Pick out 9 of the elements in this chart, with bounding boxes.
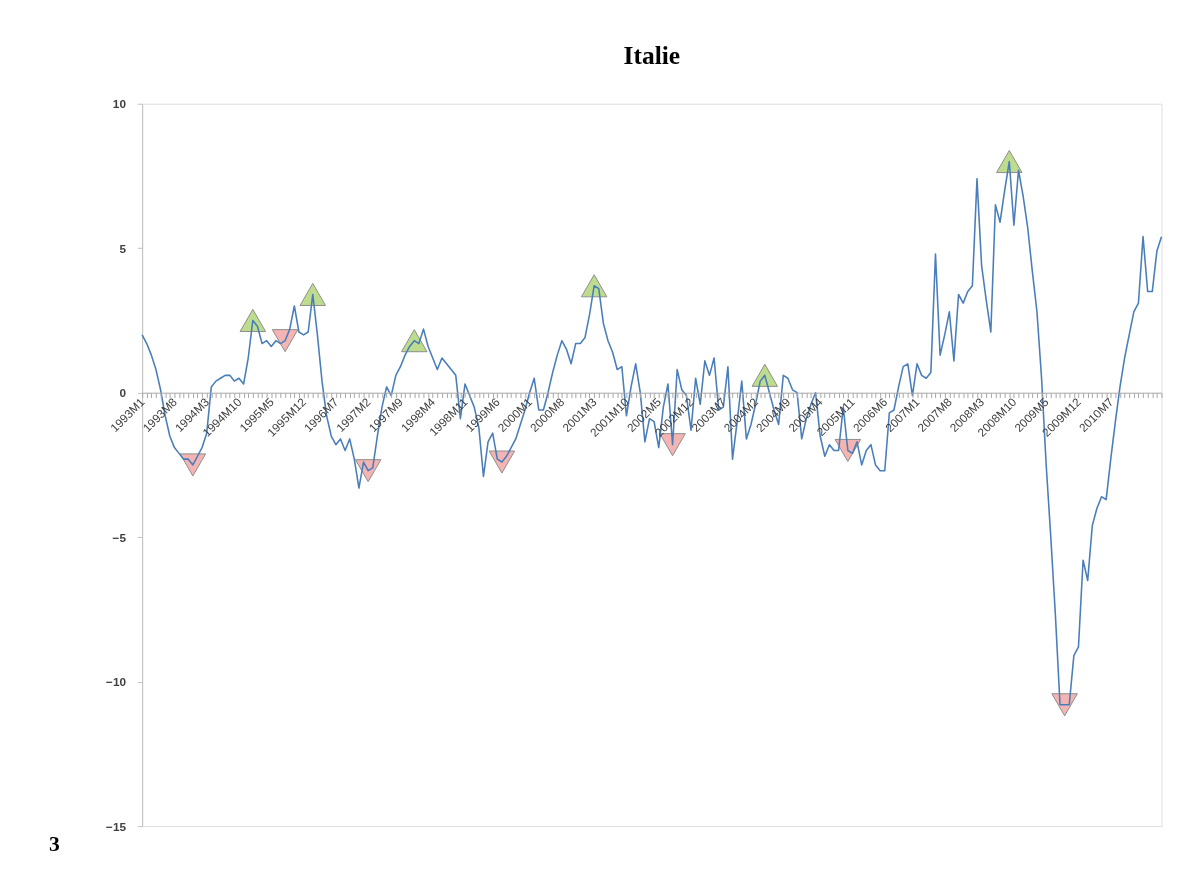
y-tick-label: −10 xyxy=(106,675,127,689)
y-tick-label: −15 xyxy=(106,819,127,833)
point xyxy=(271,329,299,353)
y-tick-label: −5 xyxy=(112,530,127,544)
text: 3 xyxy=(49,831,61,856)
y-tick-label: 10 xyxy=(112,97,127,111)
chart-title: Italie xyxy=(623,40,681,70)
y-tick-label: 0 xyxy=(119,386,127,400)
y-tick-label: 5 xyxy=(119,241,127,255)
